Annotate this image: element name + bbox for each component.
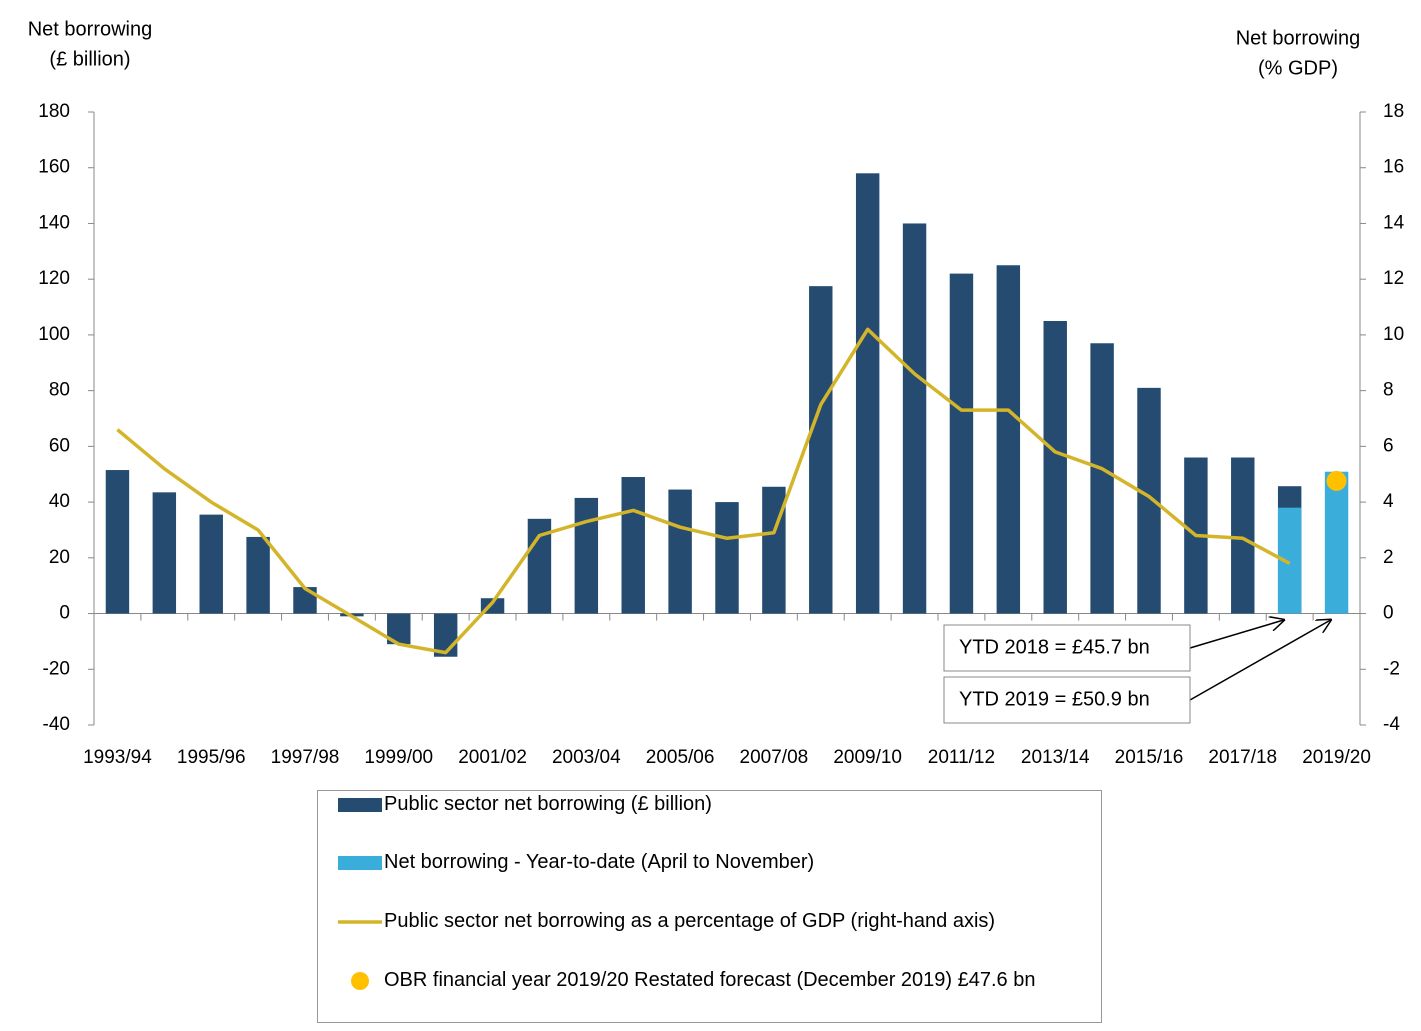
point — [1326, 470, 1347, 491]
line — [116, 327, 1291, 655]
y2-tick-label: 4 — [1383, 491, 1394, 512]
annotation: YTD 2019 = £50.9 bn — [959, 688, 1150, 710]
bar — [1090, 343, 1114, 614]
legend: Public sector net borrowing (£ billion) N… — [317, 790, 1102, 1023]
y2-axis-title: Net borrowing — [1236, 27, 1361, 49]
y-tick-label: 20 — [49, 547, 70, 568]
bar — [621, 477, 645, 614]
legend-item: Public sector net borrowing (£ billion) — [338, 793, 1094, 819]
bar — [105, 470, 130, 614]
bar — [387, 613, 411, 645]
x-tick-label: 2009/10 — [833, 747, 902, 768]
x-tick-label: 2003/04 — [552, 747, 621, 768]
bar — [574, 497, 599, 614]
chart: Net borrowing (£ billion) Net borrowing (% … — [28, 18, 1405, 768]
y2-tick-label: -2 — [1383, 658, 1400, 679]
bar — [1137, 387, 1161, 614]
bar — [809, 286, 833, 614]
bar — [199, 514, 223, 614]
y2-tick-label: 0 — [1383, 603, 1394, 624]
y-tick-label: -20 — [43, 658, 70, 679]
y2-tick-label: 10 — [1383, 324, 1404, 345]
y2-tick-label: 12 — [1383, 268, 1404, 289]
x-tick-label: 2019/20 — [1302, 747, 1371, 768]
bar — [902, 223, 927, 614]
y-tick-label: 60 — [49, 435, 70, 456]
annotation-box — [943, 624, 1191, 672]
annotation-box — [943, 676, 1191, 724]
y-tick-label: 140 — [38, 212, 70, 233]
x-tick-label: 2013/14 — [1021, 747, 1090, 768]
bar — [293, 587, 317, 614]
bar — [1231, 457, 1255, 614]
y-tick-label: 180 — [38, 101, 70, 122]
y2-tick-label: 18 — [1383, 101, 1404, 122]
y-tick-label: 40 — [49, 491, 70, 512]
y2-tick-label: 8 — [1383, 380, 1394, 401]
x-tick-label: 1997/98 — [271, 747, 340, 768]
x-tick-label: 2015/16 — [1115, 747, 1184, 768]
legend-swatch — [338, 920, 382, 924]
legend-label: Public sector net borrowing (£ billion) — [384, 793, 712, 815]
x-tick-label: 2007/08 — [740, 747, 809, 768]
x-tick-label: 1995/96 — [177, 747, 246, 768]
legend-swatch — [351, 972, 369, 990]
x-tick-label: 2001/02 — [458, 747, 527, 768]
bar — [246, 536, 270, 614]
bar — [715, 502, 739, 614]
y2-tick-label: 2 — [1383, 547, 1394, 568]
bar — [996, 265, 1021, 614]
y2-tick-label: -4 — [1383, 714, 1400, 735]
y-tick-label: 80 — [49, 380, 70, 401]
annotation-arrow — [1189, 620, 1284, 649]
legend-item: Public sector net borrowing as a percent… — [338, 910, 1094, 936]
y-tick-label: 0 — [59, 603, 70, 624]
legend-label: Public sector net borrowing as a percent… — [384, 910, 996, 932]
x-tick-label: 2011/12 — [928, 747, 995, 768]
x-tick-label: 2017/18 — [1208, 747, 1277, 768]
bar — [855, 173, 880, 614]
y-tick-label: -40 — [43, 714, 70, 735]
legend-swatch-bar — [338, 856, 382, 870]
legend-label: OBR financial year 2019/20 Restated fore… — [384, 969, 1036, 991]
y2-tick-label: 6 — [1383, 435, 1394, 456]
legend-swatch — [338, 798, 382, 812]
legend-item: OBR financial year 2019/20 Restated fore… — [338, 969, 1094, 995]
bar — [1277, 507, 1302, 614]
bar — [1324, 471, 1349, 614]
bar — [152, 492, 177, 614]
legend-item: Net borrowing - Year-to-date (April to N… — [338, 851, 1094, 877]
annotation: YTD 2018 = £45.7 bn — [959, 636, 1150, 658]
y-tick-label: 100 — [38, 324, 70, 345]
bar — [668, 489, 692, 614]
y2-axis-title: (% GDP) — [1258, 57, 1338, 79]
legend-swatch-point — [351, 972, 369, 990]
legend-label: Net borrowing - Year-to-date (April to N… — [384, 851, 815, 873]
bar — [1043, 320, 1067, 614]
legend-swatch — [338, 856, 382, 870]
legend-swatch-bar — [338, 798, 382, 812]
y-tick-label: 120 — [38, 268, 70, 289]
bar — [949, 273, 974, 614]
y-axis-title: (£ billion) — [49, 48, 130, 70]
y2-tick-label: 16 — [1383, 157, 1404, 178]
y-tick-label: 160 — [38, 157, 70, 178]
annotation-arrow — [1189, 620, 1331, 701]
y-axis-title: Net borrowing — [28, 18, 153, 40]
x-tick-label: 1999/00 — [364, 747, 433, 768]
x-tick-label: 1993/94 — [83, 747, 152, 768]
x-tick-label: 2005/06 — [646, 747, 715, 768]
y2-tick-label: 14 — [1383, 212, 1405, 233]
